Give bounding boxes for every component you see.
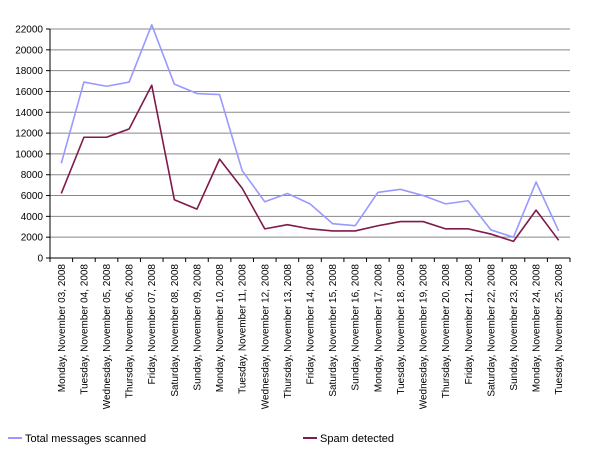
x-tick-label: Saturday, November 15, 2008	[328, 264, 339, 397]
y-tick-label: 22000	[15, 25, 43, 36]
y-tick-label: 10000	[15, 149, 43, 160]
x-tick-label: Saturday, November 22, 2008	[486, 264, 497, 397]
series-lines	[60, 24, 560, 243]
x-tick-label: Monday, November 24, 2008	[532, 264, 543, 393]
x-tick-label: Sunday, November 09, 2008	[192, 264, 203, 391]
y-tick-label: 6000	[21, 191, 44, 202]
x-tick-label: Wednesday, November 19, 2008	[419, 264, 430, 410]
x-tick-label: Wednesday, November 12, 2008	[260, 264, 271, 410]
y-tick-label: 18000	[15, 66, 43, 77]
x-tick-label: Thursday, November 20, 2008	[441, 264, 452, 399]
x-tick-label: Friday, November 14, 2008	[306, 264, 317, 385]
x-tick-label: Monday, November 17, 2008	[373, 264, 384, 393]
x-tick-label: Saturday, November 08, 2008	[170, 264, 181, 397]
y-tick-label: 4000	[21, 212, 44, 223]
x-tick-label: Tuesday, November 11, 2008	[238, 264, 249, 394]
y-tick-label: 14000	[15, 108, 43, 119]
axes	[46, 28, 571, 262]
series-line-1	[60, 84, 560, 243]
legend-label: Spam detected	[320, 433, 394, 445]
x-tick-label: Monday, November 03, 2008	[57, 264, 68, 393]
y-tick-label: 0	[37, 254, 43, 265]
series-line-0	[60, 24, 560, 238]
y-tick-label: 8000	[21, 170, 44, 181]
x-tick-label: Sunday, November 23, 2008	[509, 264, 520, 391]
y-tick-label: 16000	[15, 87, 43, 98]
y-tick-label: 12000	[15, 129, 43, 140]
y-tick-labels: 0 2000 4000 6000 8000 10000 12000 14000 16000 180…	[15, 25, 43, 265]
x-tick-labels: Monday, November 03, 2008 Tuesday, Novemb…	[57, 264, 565, 410]
x-tick-label: Wednesday, November 05, 2008	[102, 264, 113, 410]
x-tick-label: Sunday, November 16, 2008	[351, 264, 362, 391]
legend-label: Total messages scanned	[25, 433, 146, 445]
legend: Total messages scanned Spam detected	[8, 433, 394, 445]
x-tick-label: Thursday, November 13, 2008	[283, 264, 294, 399]
x-tick-label: Friday, November 07, 2008	[147, 264, 158, 385]
x-tick-label: Friday, November 21, 2008	[464, 264, 475, 385]
x-tick-label: Tuesday, November 18, 2008	[396, 264, 407, 395]
y-tick-label: 20000	[15, 45, 43, 56]
x-tick-label: Tuesday, November 25, 2008	[554, 264, 565, 395]
x-tick-label: Thursday, November 06, 2008	[125, 264, 136, 399]
x-tick-label: Monday, November 10, 2008	[215, 264, 226, 393]
x-tick-label: Tuesday, November 04, 2008	[79, 264, 90, 395]
y-tick-label: 2000	[21, 233, 44, 244]
gridlines	[50, 28, 570, 238]
